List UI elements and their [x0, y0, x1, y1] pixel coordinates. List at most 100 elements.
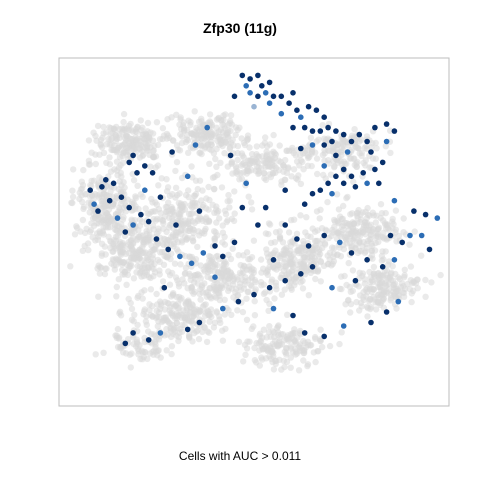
auc-positive-cell-point	[204, 124, 210, 131]
background-cell-point	[345, 259, 352, 267]
background-cell-point	[311, 243, 318, 250]
auc-positive-cell-point	[426, 246, 433, 253]
background-cell-point	[102, 265, 109, 272]
background-cell-point	[295, 172, 302, 179]
background-cell-point	[120, 188, 127, 195]
auc-positive-cell-point	[344, 149, 351, 155]
background-cell-point	[118, 182, 125, 189]
background-cell-point	[363, 214, 370, 222]
background-cell-point	[100, 219, 108, 226]
background-cell-point	[367, 304, 375, 311]
background-cell-point	[271, 295, 278, 302]
auc-positive-cell-point	[95, 208, 101, 214]
background-cell-point	[298, 250, 306, 257]
background-cell-point	[145, 133, 152, 141]
background-cell-point	[238, 150, 246, 157]
background-cell-point	[234, 307, 241, 314]
background-cell-point	[128, 316, 136, 323]
background-cell-point	[287, 279, 294, 286]
background-cell-point	[165, 268, 172, 275]
background-cell-point	[93, 230, 101, 237]
background-cell-point	[168, 350, 175, 358]
background-cell-point	[311, 333, 319, 341]
auc-positive-cell-point	[142, 163, 148, 169]
background-cell-point	[184, 316, 192, 324]
background-cell-point	[292, 152, 299, 159]
background-cell-point	[326, 342, 334, 350]
auc-positive-cell-point	[395, 298, 402, 305]
auc-positive-cell-point	[317, 128, 324, 134]
background-cell-point	[103, 159, 110, 166]
background-cell-point	[88, 220, 95, 227]
auc-positive-cell-point	[220, 305, 226, 312]
background-cell-point	[369, 285, 376, 292]
auc-positive-cell-point	[145, 218, 152, 225]
background-cell-point	[118, 251, 125, 258]
background-cell-point	[147, 163, 154, 170]
background-cell-point	[383, 225, 390, 232]
background-cell-point	[288, 216, 295, 224]
background-cell-point	[262, 289, 269, 296]
background-cell-point	[297, 212, 304, 219]
background-cell-point	[134, 294, 141, 301]
background-cell-point	[129, 198, 136, 205]
background-cell-point	[120, 259, 127, 266]
background-cell-point	[248, 199, 255, 206]
background-cell-point	[273, 324, 281, 332]
background-cell-point	[221, 122, 228, 129]
background-cell-point	[377, 214, 384, 222]
background-cell-point	[287, 364, 294, 371]
chart-title: Zfp30 (11g)	[203, 20, 277, 36]
background-cell-point	[325, 157, 332, 164]
background-cell-point	[263, 151, 271, 158]
background-cell-point	[130, 275, 138, 282]
background-cell-point	[177, 296, 184, 303]
auc-positive-cell-point	[348, 250, 355, 256]
background-cell-point	[148, 330, 155, 338]
background-cell-point	[188, 204, 196, 211]
background-cell-point	[194, 243, 201, 251]
background-cell-point	[288, 147, 296, 154]
background-cell-point	[281, 251, 288, 258]
background-cell-point	[100, 349, 107, 356]
background-cell-point	[344, 234, 351, 241]
background-cell-point	[317, 278, 324, 285]
auc-positive-cell-point	[348, 173, 355, 180]
background-cell-point	[196, 290, 203, 297]
background-cell-point	[229, 170, 236, 177]
auc-positive-cell-point	[247, 76, 253, 82]
auc-positive-cell-point	[379, 264, 386, 270]
background-cell-point	[213, 309, 220, 316]
background-cell-point	[295, 367, 303, 374]
background-cell-point	[213, 206, 220, 213]
background-cell-point	[156, 271, 163, 278]
background-cell-point	[322, 175, 329, 182]
auc-positive-cell-point	[282, 187, 289, 193]
auc-positive-cell-point	[360, 170, 367, 176]
auc-positive-cell-point	[255, 222, 261, 228]
auc-positive-cell-point	[200, 250, 207, 256]
background-cell-point	[270, 131, 277, 139]
background-cell-point	[244, 157, 252, 164]
auc-positive-cell-point	[130, 330, 136, 336]
background-cell-point	[92, 160, 100, 168]
background-cell-point	[221, 296, 228, 303]
background-cell-point	[116, 206, 124, 213]
background-cell-point	[280, 168, 287, 175]
background-cell-point	[299, 285, 307, 292]
background-cell-point	[227, 119, 234, 127]
background-cell-point	[127, 120, 134, 128]
background-cell-point	[228, 311, 235, 319]
background-cell-point	[86, 228, 94, 235]
background-cell-point	[162, 236, 169, 243]
background-cell-point	[305, 248, 312, 255]
background-cell-point	[219, 337, 227, 344]
background-cell-point	[340, 202, 347, 210]
background-cell-point	[206, 318, 213, 325]
background-cell-point	[267, 173, 274, 181]
background-cell-point	[141, 308, 148, 315]
background-cell-point	[224, 163, 231, 170]
background-cell-point	[263, 250, 271, 257]
background-cell-point	[215, 133, 223, 141]
auc-positive-cell-point	[418, 232, 425, 239]
